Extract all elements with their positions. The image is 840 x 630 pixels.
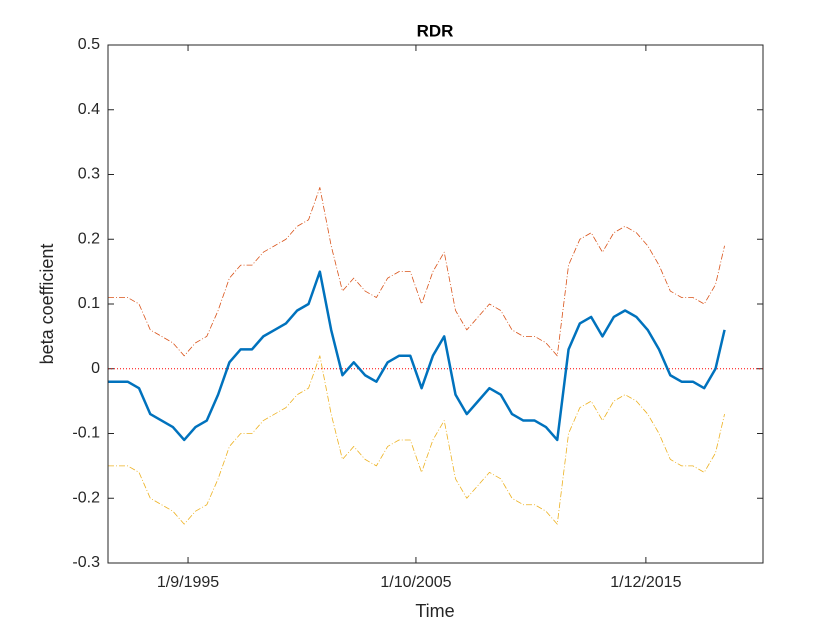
y-tick-label: -0.1 <box>72 425 100 442</box>
y-tick-label: 0.5 <box>78 36 100 53</box>
plot-area <box>108 45 763 563</box>
x-tick-label: 1/9/1995 <box>157 574 219 591</box>
y-axis-label: beta coefficient <box>37 244 57 365</box>
series-line <box>108 355 725 525</box>
series-line <box>108 270 726 442</box>
y-tick-label: 0.3 <box>78 166 100 183</box>
series-line <box>108 187 725 357</box>
x-axis-label: Time <box>415 601 454 621</box>
x-tick-label: 1/12/2015 <box>610 574 681 591</box>
chart-title: RDR <box>417 21 454 40</box>
y-tick-label: -0.2 <box>72 489 100 506</box>
y-tick-label: -0.3 <box>72 554 100 571</box>
y-tick-label: 0.1 <box>78 295 100 312</box>
y-tick-label: 0.4 <box>78 101 100 118</box>
axes-box <box>107 44 764 564</box>
y-tick-label: 0.2 <box>78 230 100 247</box>
x-tick-label: 1/10/2005 <box>380 574 451 591</box>
y-tick-label: 0 <box>91 360 100 377</box>
